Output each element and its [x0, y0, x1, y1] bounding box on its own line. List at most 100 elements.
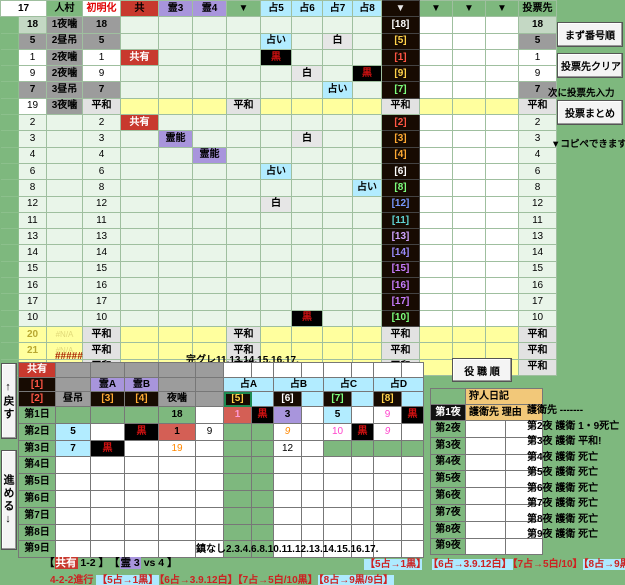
cell[interactable]	[291, 325, 323, 344]
cell[interactable]: 黒	[90, 439, 125, 458]
cell[interactable]	[322, 195, 353, 213]
cell[interactable]	[192, 81, 227, 99]
cell[interactable]	[124, 439, 159, 458]
cell[interactable]	[55, 523, 91, 542]
cell[interactable]: 第5日	[18, 473, 56, 492]
cell[interactable]: 9	[373, 406, 402, 424]
cell[interactable]: 共有	[120, 114, 159, 132]
cell[interactable]	[223, 362, 252, 378]
cell[interactable]	[158, 97, 193, 116]
cell[interactable]	[46, 244, 83, 262]
cell[interactable]	[291, 211, 323, 230]
cell[interactable]	[46, 228, 83, 246]
cell[interactable]: 9	[273, 422, 302, 441]
cell[interactable]	[322, 309, 353, 327]
cell[interactable]: 昼吊	[55, 391, 91, 408]
cell[interactable]: 10	[323, 422, 352, 441]
cell[interactable]: 20	[18, 325, 47, 344]
cell[interactable]: 10	[18, 309, 47, 327]
cell[interactable]: 16	[82, 277, 121, 295]
cell[interactable]: 7	[18, 81, 47, 99]
cell[interactable]	[223, 523, 252, 542]
cell[interactable]	[401, 391, 424, 408]
cell[interactable]	[195, 540, 224, 559]
cell[interactable]: 霊能	[192, 146, 227, 164]
column-header[interactable]: 占8	[352, 0, 382, 18]
cell[interactable]	[195, 473, 224, 492]
cell[interactable]	[46, 114, 83, 132]
cell[interactable]: 第4日	[18, 456, 56, 475]
cell[interactable]	[226, 260, 261, 279]
cell[interactable]	[485, 32, 519, 50]
cell[interactable]	[301, 422, 324, 441]
cell[interactable]	[301, 406, 324, 424]
cell[interactable]: 3	[273, 406, 302, 424]
cell[interactable]: 白	[291, 130, 323, 148]
cell[interactable]: 黒	[251, 406, 274, 424]
cell[interactable]	[505, 436, 543, 455]
cell[interactable]	[291, 179, 323, 197]
cell[interactable]	[291, 48, 323, 67]
cell[interactable]	[322, 293, 353, 311]
cell[interactable]	[55, 490, 91, 508]
cell[interactable]	[46, 260, 83, 279]
cell[interactable]: [12]	[381, 195, 420, 213]
cell[interactable]	[46, 179, 83, 197]
cell[interactable]	[485, 342, 519, 360]
cell[interactable]	[452, 114, 486, 132]
cell[interactable]: 2	[518, 114, 557, 132]
cell[interactable]: 第3夜	[430, 436, 466, 455]
cell[interactable]: 第2日	[18, 422, 56, 441]
cell[interactable]: 3昼吊	[46, 81, 83, 99]
cell[interactable]	[301, 362, 324, 378]
cell[interactable]	[505, 453, 543, 472]
cell[interactable]: 3	[82, 130, 121, 148]
cell[interactable]: [10]	[381, 309, 420, 327]
cell[interactable]	[90, 406, 125, 424]
cell[interactable]	[351, 456, 374, 475]
cell[interactable]: 9	[82, 65, 121, 83]
cell[interactable]	[260, 244, 292, 262]
cell[interactable]	[419, 293, 453, 311]
cell[interactable]	[124, 362, 159, 378]
cell[interactable]	[419, 325, 453, 344]
cell[interactable]: 7	[82, 81, 121, 99]
cell[interactable]: 9	[373, 422, 402, 441]
cell[interactable]	[90, 540, 125, 559]
cell[interactable]	[90, 422, 125, 441]
cell[interactable]: 平和	[381, 342, 420, 360]
cell[interactable]	[192, 325, 227, 344]
cell[interactable]	[158, 506, 196, 525]
cell[interactable]	[158, 362, 196, 378]
cell[interactable]	[352, 195, 382, 213]
cell[interactable]	[352, 162, 382, 181]
cell[interactable]	[192, 211, 227, 230]
cell[interactable]	[352, 146, 382, 164]
cell[interactable]	[452, 130, 486, 148]
cell[interactable]	[0, 277, 19, 295]
cell[interactable]	[158, 162, 193, 181]
cell[interactable]: 黒	[124, 422, 159, 441]
cell[interactable]: 占い	[322, 81, 353, 99]
cell[interactable]: [18]	[381, 16, 420, 34]
cell[interactable]	[291, 244, 323, 262]
cell[interactable]: 3	[18, 130, 47, 148]
cell[interactable]	[223, 540, 252, 559]
cell[interactable]	[192, 277, 227, 295]
cell[interactable]	[260, 97, 292, 116]
cell[interactable]: 黒	[401, 406, 424, 424]
cell[interactable]: 10	[518, 309, 557, 327]
cell[interactable]	[485, 277, 519, 295]
column-header[interactable]: 共	[120, 0, 159, 18]
cell[interactable]	[120, 260, 159, 279]
cell[interactable]: [2]	[381, 114, 420, 132]
cell[interactable]	[195, 439, 224, 458]
vote-clear-button[interactable]: 投票先クリア	[557, 53, 623, 78]
cell[interactable]: 第1夜	[430, 404, 466, 421]
cell[interactable]: 17	[518, 293, 557, 311]
cell[interactable]	[120, 81, 159, 99]
cell[interactable]	[192, 65, 227, 83]
cell[interactable]	[158, 179, 193, 197]
cell[interactable]	[120, 244, 159, 262]
cell[interactable]: 1	[223, 406, 252, 424]
